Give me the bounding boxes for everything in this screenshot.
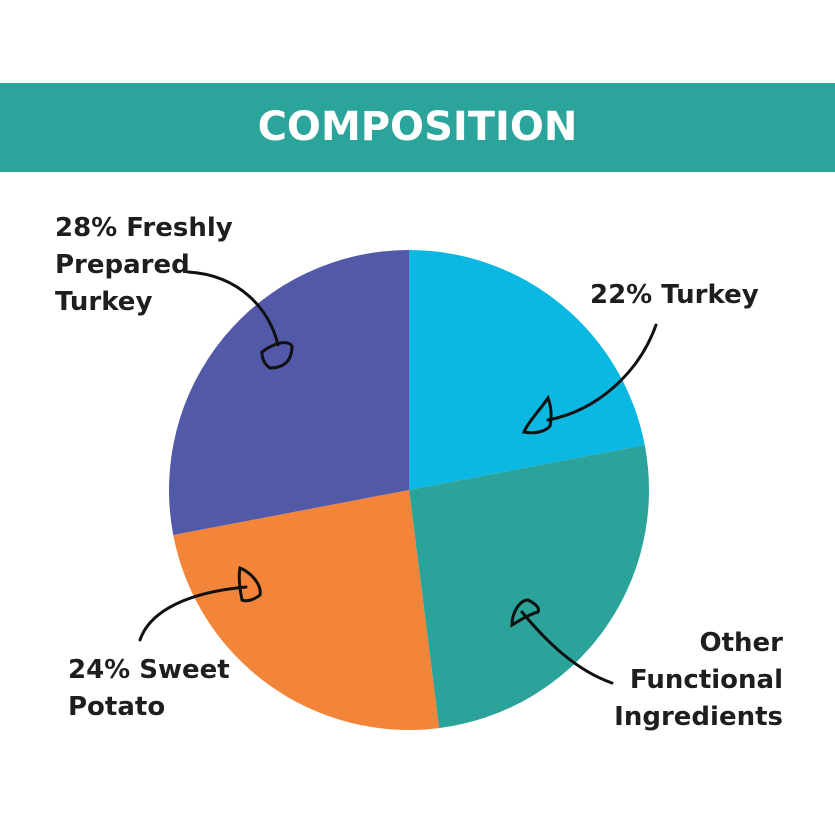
header-band — [0, 83, 835, 172]
slice-label: Other Functional Ingredients — [614, 628, 783, 732]
slice-label: 28% Freshly Prepared Turkey — [55, 213, 233, 317]
arrow — [186, 270, 280, 347]
arrow-head — [260, 341, 294, 370]
slice-label: 24% Sweet Potato — [68, 655, 230, 722]
arrow-head — [510, 598, 540, 628]
chart-title: COMPOSITION — [257, 104, 578, 150]
arrow-head — [237, 565, 262, 603]
arrow — [546, 323, 658, 422]
pie-slice — [168, 250, 409, 535]
arrow — [520, 610, 614, 685]
pie-slice — [173, 490, 440, 730]
arrow-head — [521, 394, 553, 435]
pie-slice — [409, 445, 649, 729]
arrows — [138, 270, 658, 685]
arrow — [138, 585, 248, 642]
slice-label: 22% Turkey — [590, 280, 759, 310]
pie-slice — [409, 250, 645, 490]
